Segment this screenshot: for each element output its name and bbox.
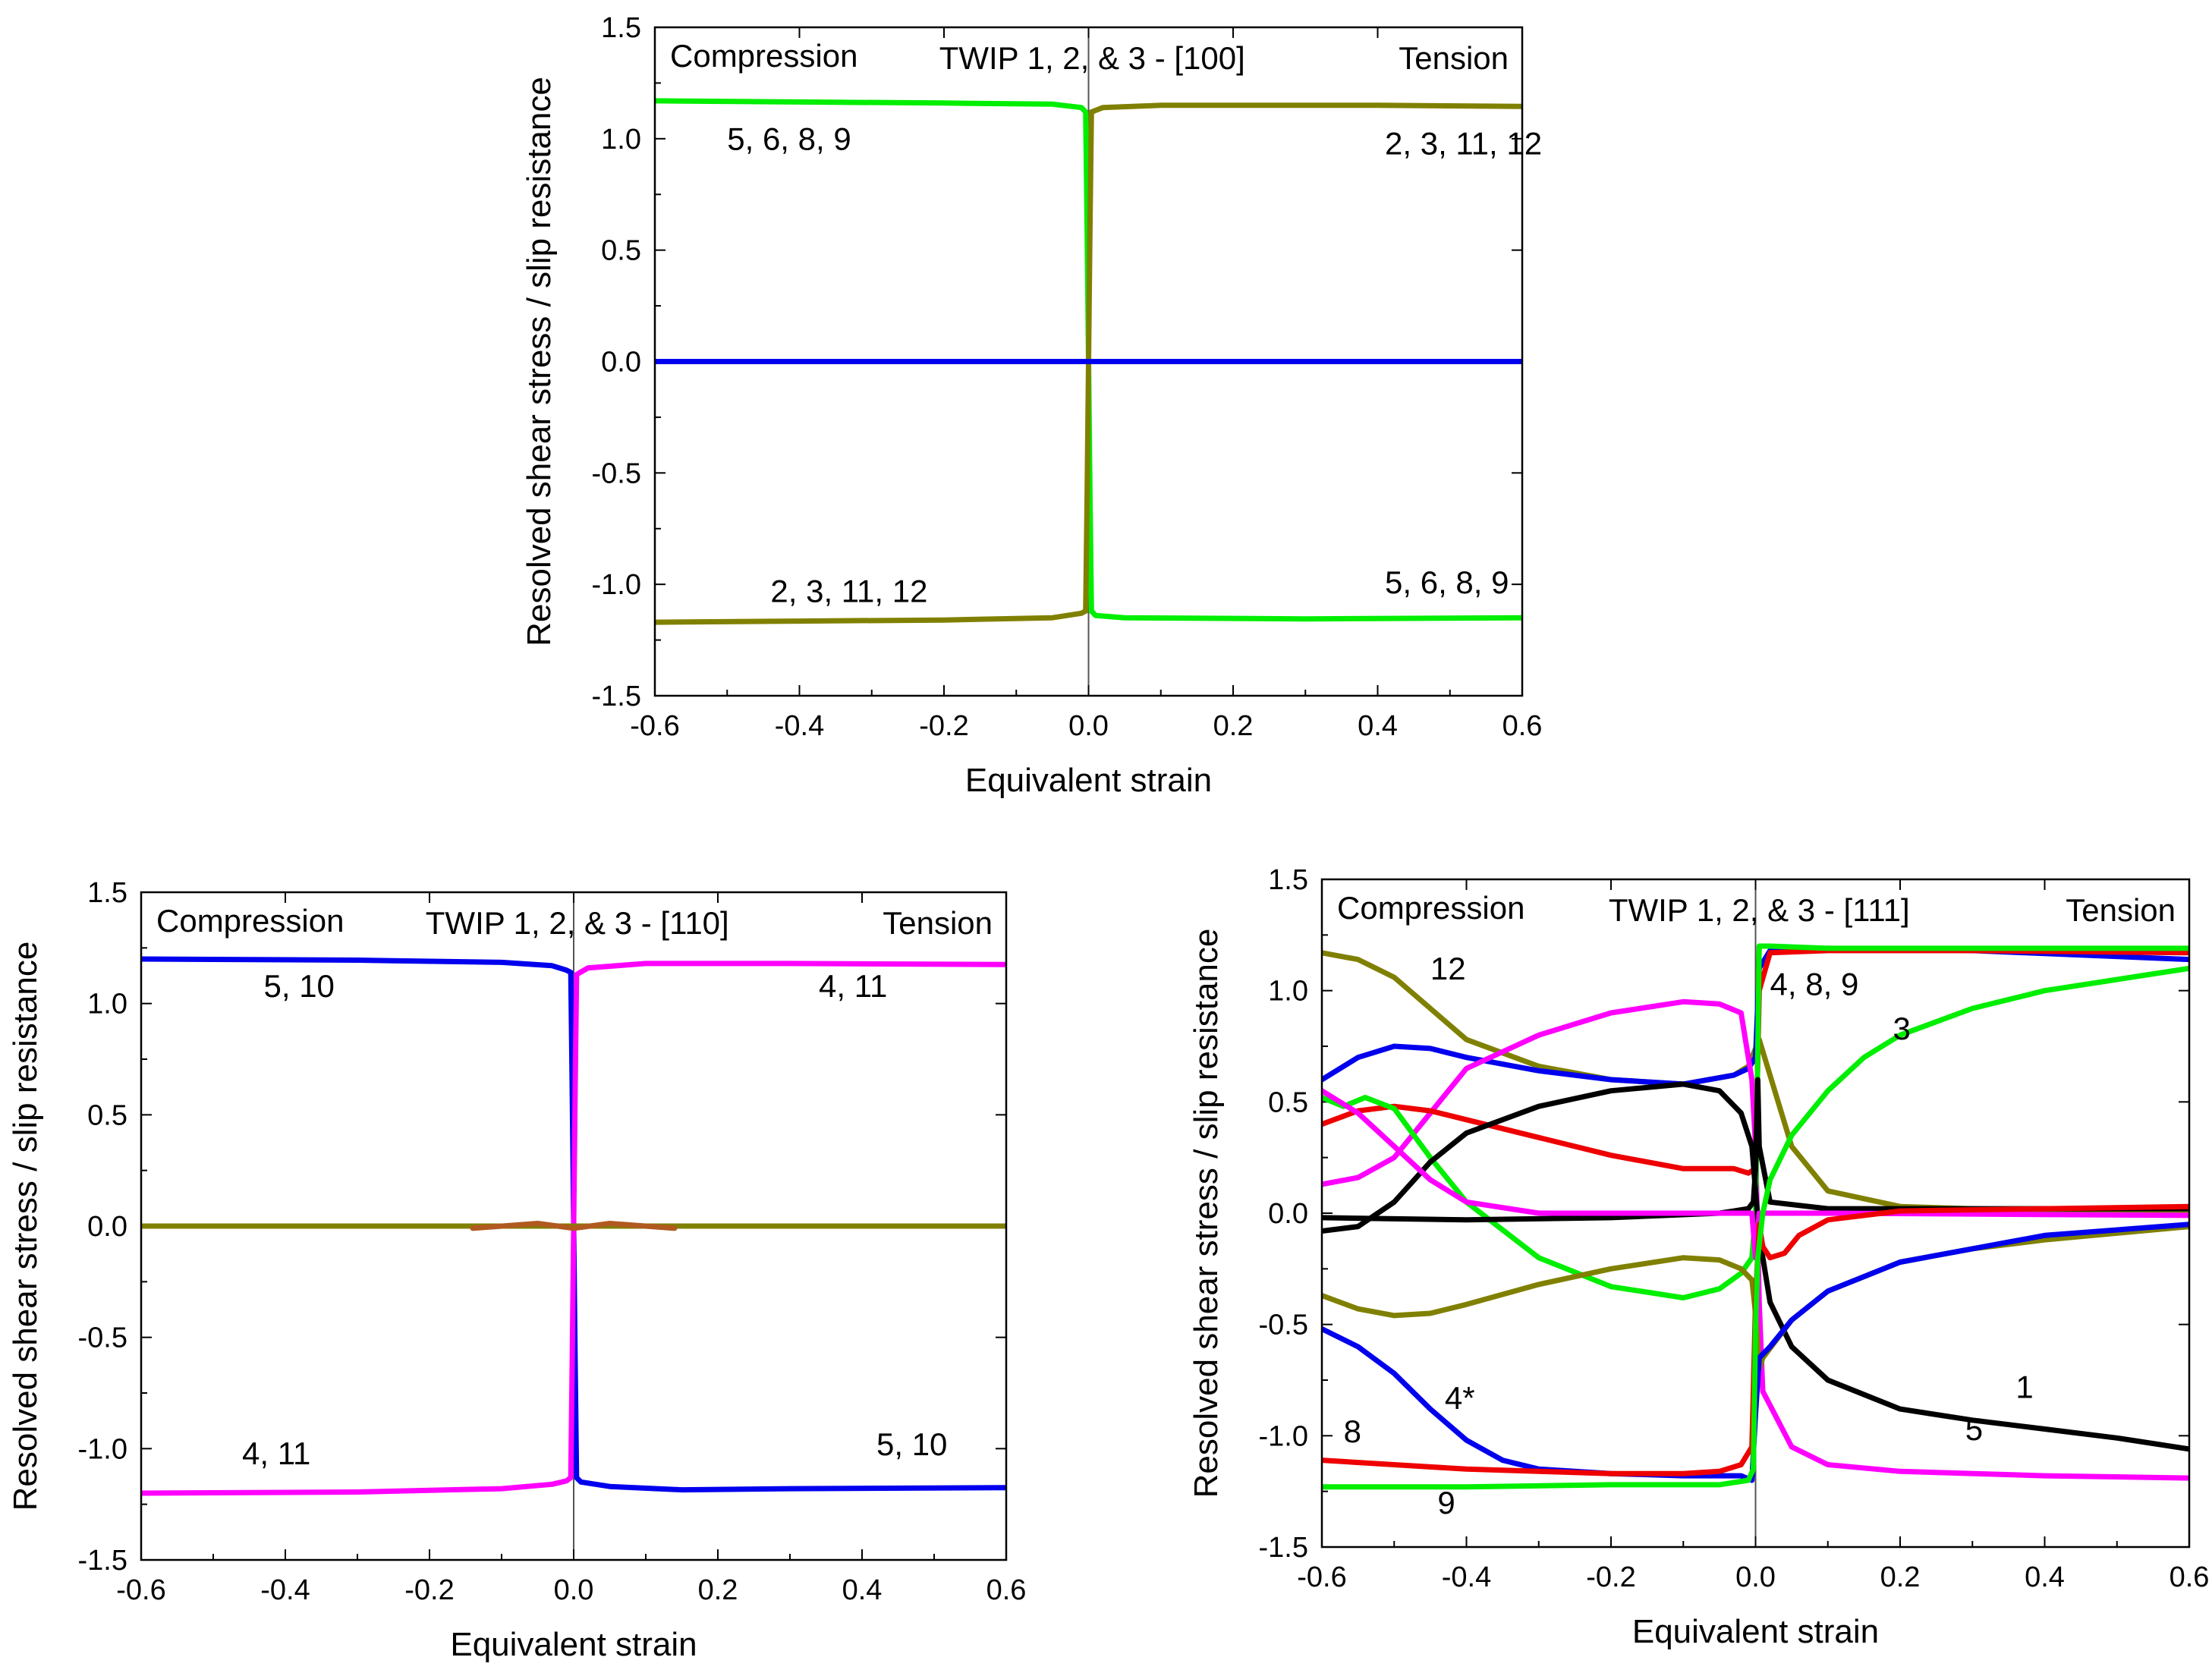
y-tick-label: -0.5 [592, 458, 641, 489]
compression-label: Compression [670, 38, 857, 74]
y-tick-label: 1.0 [601, 124, 641, 156]
x-tick-label: 0.0 [1068, 710, 1109, 742]
series-group [1322, 943, 2189, 1490]
x-axis-title: Equivalent strain [965, 762, 1212, 799]
x-tick-label: 0.4 [1358, 710, 1398, 742]
x-tick-label: 0.0 [554, 1574, 594, 1606]
series-line-magenta-flat [1322, 1088, 2189, 1261]
x-tick-label: -0.4 [260, 1574, 310, 1606]
curve-annotation: 5 [1965, 1411, 1983, 1447]
x-tick-label: -0.6 [630, 710, 679, 742]
x-tick-label: 0.4 [2025, 1561, 2065, 1593]
series-line-blue-4star [1322, 1222, 2189, 1483]
curve-annotation: 9 [1437, 1485, 1455, 1520]
tension-label: Tension [1399, 40, 1509, 76]
curve-annotation: 12 [1430, 951, 1466, 986]
y-tick-label: -1.0 [592, 569, 641, 601]
x-tick-label: 0.6 [2170, 1561, 2210, 1593]
curve-annotation: 4, 8, 9 [1770, 967, 1859, 1002]
x-tick-label: -0.2 [919, 710, 968, 742]
y-tick-label: -1.5 [592, 681, 641, 712]
x-tick-label: -0.6 [116, 1574, 165, 1606]
curve-annotation: 5, 10 [876, 1426, 947, 1462]
y-tick-label: 1.5 [87, 877, 127, 909]
y-tick-label: 0.0 [601, 347, 641, 379]
curve-annotation: 2, 3, 11, 12 [1385, 125, 1542, 161]
chart-title: TWIP 1, 2, & 3 - [110] [426, 905, 729, 941]
x-tick-label: -0.6 [1297, 1561, 1346, 1593]
curve-annotation: 5, 10 [264, 968, 335, 1004]
y-axis-title: Resolved shear stress / slip resistance [521, 77, 558, 646]
y-tick-label: 1.5 [1268, 864, 1308, 896]
y-tick-label: -1.5 [78, 1545, 127, 1577]
panel-110: -0.6 -0.4 -0.2 0.0 0.2 0.4 0.6 -1.5 -1.0 -0.5 0.0 0… [7, 877, 1026, 1663]
series-line-black-flat [1322, 1077, 2189, 1223]
compression-label: Compression [156, 903, 344, 939]
y-tick-label: -1.0 [1259, 1420, 1308, 1452]
series-line-olive [655, 102, 1522, 625]
compression-label: Compression [1337, 890, 1524, 926]
x-tick-label: 0.2 [1213, 710, 1254, 742]
chart-title: TWIP 1, 2, & 3 - [111] [1609, 892, 1910, 928]
y-tick-label: 0.5 [601, 235, 641, 267]
y-tick-label: 0.0 [1268, 1198, 1308, 1230]
x-tick-label: 0.6 [1502, 710, 1543, 742]
series-line-black-1 [1322, 1081, 2189, 1452]
curve-annotation: 5, 6, 8, 9 [727, 121, 851, 157]
plot-frame [1320, 878, 2191, 1549]
y-tick-label: -1.5 [1259, 1532, 1308, 1564]
series-line-green-top [1322, 943, 2189, 1300]
y-tick-label: -1.0 [78, 1433, 127, 1465]
series-group [655, 98, 1522, 625]
y-axis-title: Resolved shear stress / slip resistance [1188, 929, 1225, 1498]
x-tick-label: -0.4 [775, 710, 824, 742]
x-axis-title: Equivalent strain [450, 1626, 697, 1663]
tension-label: Tension [883, 905, 993, 941]
curve-annotation: 2, 3, 11, 12 [770, 574, 927, 609]
curve-annotation: 8 [1344, 1413, 1361, 1449]
series-line-brown [470, 1221, 678, 1231]
curve-annotation: 3 [1893, 1011, 1910, 1046]
y-tick-label: -0.5 [1259, 1310, 1308, 1341]
curve-annotation: 4, 11 [242, 1435, 310, 1471]
y-tick-label: 0.5 [87, 1099, 127, 1131]
series-line-green-9 [1322, 965, 2189, 1490]
y-tick-label: 1.0 [87, 989, 127, 1020]
series-line-red-top [1322, 948, 2189, 1176]
x-tick-label: 0.0 [1735, 1561, 1776, 1593]
x-tick-label: 0.6 [986, 1574, 1027, 1606]
curve-annotation: 5, 6, 8, 9 [1385, 564, 1509, 600]
panel-100: -0.6 -0.4 -0.2 0.0 0.2 0.4 0.6 -1.5 -1.0 -0.5 0.0 0… [521, 12, 1542, 799]
y-tick-label: 1.0 [1268, 976, 1308, 1008]
y-axis-title: Resolved shear stress / slip resistance [7, 942, 44, 1511]
curve-annotation: 4* [1445, 1380, 1475, 1416]
plot-frame [653, 26, 1524, 697]
y-tick-label: 1.5 [601, 12, 641, 44]
panel-111: -0.6 -0.4 -0.2 0.0 0.2 0.4 0.6 -1.5 -1.0 -0.5 0.0 0… [1188, 864, 2209, 1650]
y-tick-label: 0.0 [87, 1211, 127, 1243]
tension-label: Tension [2066, 892, 2176, 928]
x-tick-label: 0.2 [698, 1574, 738, 1606]
x-axis-title: Equivalent strain [1632, 1613, 1879, 1650]
series-group [141, 956, 1006, 1496]
x-tick-label: -0.4 [1442, 1561, 1491, 1593]
chart-title: TWIP 1, 2, & 3 - [100] [939, 40, 1245, 76]
x-tick-label: -0.2 [404, 1574, 454, 1606]
y-tick-label: -0.5 [78, 1322, 127, 1354]
plot-frame [140, 891, 1008, 1561]
curve-annotation: 1 [2015, 1369, 2033, 1404]
x-tick-label: 0.4 [842, 1574, 883, 1606]
x-tick-label: -0.2 [1586, 1561, 1635, 1593]
curve-annotation: 4, 11 [819, 968, 887, 1004]
y-tick-label: 0.5 [1268, 1086, 1308, 1118]
x-tick-label: 0.2 [1880, 1561, 1921, 1593]
series-line-magenta [141, 961, 1006, 1496]
